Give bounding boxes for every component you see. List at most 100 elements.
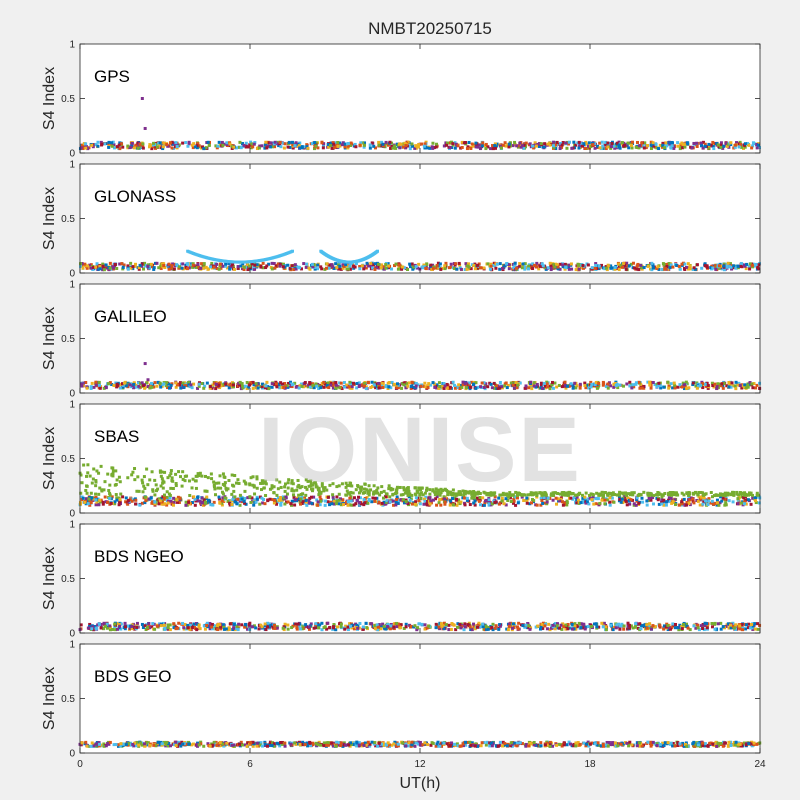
data-point xyxy=(308,496,312,500)
data-point xyxy=(584,383,588,387)
data-point xyxy=(722,264,726,268)
data-point xyxy=(272,142,276,146)
data-point xyxy=(418,492,422,496)
data-point xyxy=(578,386,582,390)
data-point xyxy=(742,263,746,267)
data-point xyxy=(187,266,191,270)
data-point xyxy=(329,383,333,387)
data-point xyxy=(618,627,622,631)
data-point xyxy=(597,625,601,629)
data-point xyxy=(432,146,436,150)
data-point xyxy=(437,386,441,390)
data-point xyxy=(456,386,460,390)
data-point xyxy=(482,503,486,507)
data-point xyxy=(283,489,287,493)
data-point xyxy=(725,144,729,148)
data-point xyxy=(476,491,480,495)
data-point xyxy=(240,382,244,386)
data-point xyxy=(719,384,723,388)
data-point xyxy=(290,479,294,483)
data-point xyxy=(613,265,617,269)
data-point xyxy=(750,146,754,150)
data-point xyxy=(122,263,126,267)
data-point xyxy=(560,491,564,495)
data-point xyxy=(338,141,342,145)
data-point xyxy=(456,622,460,626)
data-point xyxy=(223,483,227,487)
data-point xyxy=(272,262,276,266)
data-point xyxy=(283,385,287,389)
data-point xyxy=(595,625,599,629)
data-point xyxy=(709,266,713,270)
data-point xyxy=(501,491,505,495)
data-point xyxy=(469,628,473,632)
data-point xyxy=(277,144,281,148)
data-points xyxy=(80,362,762,391)
data-point xyxy=(682,383,686,387)
data-point xyxy=(667,384,671,388)
data-point xyxy=(116,383,120,387)
data-point xyxy=(251,145,255,149)
data-point xyxy=(715,385,719,389)
data-point xyxy=(635,267,639,271)
data-point xyxy=(165,381,169,385)
data-point xyxy=(695,144,699,148)
data-point xyxy=(221,623,225,627)
data-point xyxy=(604,265,608,269)
data-point xyxy=(500,496,504,500)
data-point xyxy=(638,386,642,390)
data-point xyxy=(682,387,686,391)
data-point xyxy=(264,494,268,498)
data-point xyxy=(341,266,345,270)
data-point xyxy=(344,481,348,485)
data-point xyxy=(452,266,456,270)
data-point xyxy=(121,385,125,389)
data-point xyxy=(365,261,369,265)
data-point xyxy=(504,144,508,148)
data-point xyxy=(426,499,430,503)
data-point xyxy=(431,489,435,493)
data-point xyxy=(331,384,335,388)
data-point xyxy=(631,383,635,387)
data-point xyxy=(715,498,719,502)
data-point xyxy=(742,496,746,500)
data-point xyxy=(559,497,563,501)
data-point xyxy=(528,493,532,497)
data-point xyxy=(395,385,399,389)
data-point xyxy=(197,384,201,388)
data-point xyxy=(671,265,675,269)
data-point xyxy=(667,496,671,500)
data-point xyxy=(637,492,641,496)
data-point xyxy=(509,500,513,504)
data-point xyxy=(535,385,539,389)
data-point xyxy=(704,384,708,388)
data-point xyxy=(86,499,90,503)
data-point xyxy=(195,496,199,500)
data-point xyxy=(743,383,747,387)
data-point xyxy=(382,500,386,504)
data-point xyxy=(95,265,99,269)
data-point xyxy=(406,493,410,497)
data-point xyxy=(563,380,567,384)
data-point xyxy=(603,502,607,506)
data-point xyxy=(92,467,96,471)
data-point xyxy=(545,500,549,504)
data-point xyxy=(161,495,165,499)
data-point xyxy=(325,384,329,388)
data-point xyxy=(465,496,469,500)
data-point xyxy=(518,141,522,145)
data-point xyxy=(722,382,726,386)
data-point xyxy=(522,498,526,502)
data-point xyxy=(546,266,550,270)
data-point xyxy=(251,380,255,384)
data-point xyxy=(633,625,637,629)
data-point xyxy=(146,385,150,389)
data-point xyxy=(262,481,266,485)
data-point xyxy=(685,141,689,145)
data-point xyxy=(228,267,232,271)
data-point xyxy=(398,142,402,146)
data-point xyxy=(395,488,399,492)
data-point xyxy=(422,497,426,501)
data-point xyxy=(355,382,359,386)
data-point xyxy=(732,490,736,494)
